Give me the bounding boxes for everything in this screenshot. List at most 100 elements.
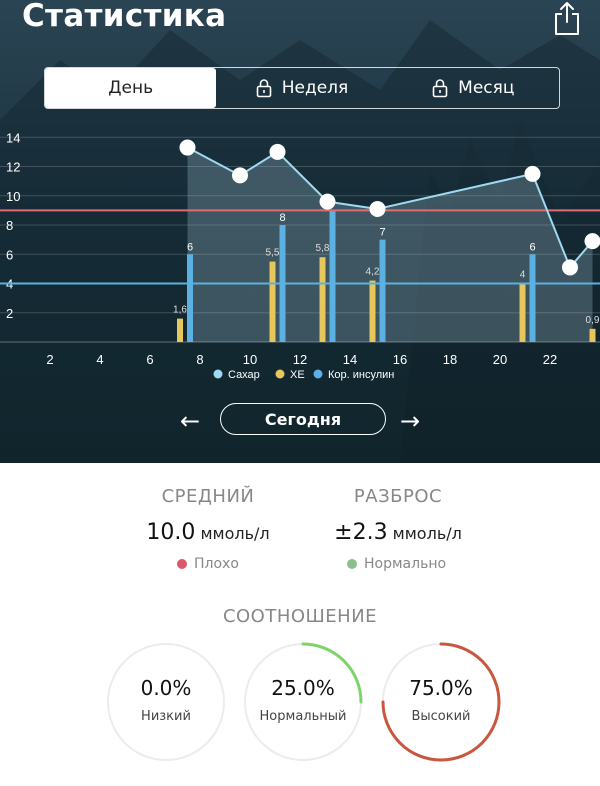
xe-bar <box>519 283 526 342</box>
insulin-bar-label: 8 <box>279 212 285 224</box>
x-tick-label: 4 <box>96 352 103 367</box>
x-tick-label: 2 <box>46 352 53 367</box>
ratio-high-label: Высокий <box>411 709 471 724</box>
share-icon <box>555 2 579 35</box>
sugar-point <box>584 233 600 250</box>
tab-week[interactable]: Неделя <box>216 68 387 108</box>
y-tick-label: 2 <box>6 306 13 321</box>
insulin-bar <box>379 239 386 342</box>
x-tick-label: 10 <box>243 352 257 367</box>
legend-marker <box>275 369 285 379</box>
spread-number: ±2.3 <box>334 520 388 545</box>
today-button[interactable]: Сегодня <box>220 403 386 435</box>
x-tick-label: 8 <box>196 352 203 367</box>
spread-label: РАЗБРОС <box>353 486 443 507</box>
ratio-ring-normal: 25.0% Нормальный <box>241 640 365 764</box>
y-tick-label: 8 <box>6 218 13 233</box>
legend-marker <box>313 369 323 379</box>
xe-bar <box>269 261 276 342</box>
sugar-point <box>269 143 286 160</box>
page-title: Статистика <box>22 0 227 34</box>
xe-bar <box>369 280 376 342</box>
y-tick-label: 12 <box>6 160 20 175</box>
ratio-title: СООТНОШЕНИЕ <box>222 606 378 627</box>
insulin-bar-label: 7 <box>379 227 385 239</box>
y-tick-label: 14 <box>6 130 20 145</box>
average-value: 10.0 ммоль/л <box>118 520 298 545</box>
spread-value: ±2.3 ммоль/л <box>308 520 488 545</box>
spread-status: Нормально <box>347 556 446 572</box>
tab-week-label: Неделя <box>281 78 349 98</box>
ring-chart <box>244 642 363 761</box>
today-label: Сегодня <box>264 409 342 429</box>
lock-icon <box>432 79 448 98</box>
ratio-normal-percent: 25.0% <box>271 676 335 700</box>
insulin-bar <box>529 254 536 342</box>
ring-track <box>107 643 225 761</box>
legend-label: ХЕ <box>290 369 305 381</box>
sugar-point <box>319 193 336 210</box>
average-status: Плохо <box>177 556 239 572</box>
insulin-bar-label: 6 <box>187 241 193 253</box>
period-tabs: День Неделя Месяц <box>44 67 560 109</box>
tab-month-label: Месяц <box>458 78 515 98</box>
ring-chart <box>381 642 501 762</box>
insulin-bar <box>187 254 193 342</box>
date-navigation: ← Сегодня → <box>0 403 600 437</box>
xe-bar <box>589 328 596 342</box>
ratio-high-percent: 75.0% <box>409 676 473 700</box>
sugar-point <box>232 167 248 184</box>
ring-chart <box>107 643 225 761</box>
ratio-low-label: Низкий <box>141 709 191 724</box>
sugar-point <box>369 200 386 217</box>
insulin-bar-label: 6 <box>529 241 535 253</box>
tab-day[interactable]: День <box>45 68 217 108</box>
average-status-text: Плохо <box>194 556 239 572</box>
day-chart: 2 4 6 8 10 12 14 2 4 6 8 10 12 14 16 18 20 22 6 8 7 6 1,6 5,5 5,… <box>0 130 600 381</box>
prev-day-arrow-icon[interactable]: ← <box>180 407 201 435</box>
ratio-ring-low: 0.0% Низкий <box>104 640 228 764</box>
xe-bar-label: 4,2 <box>366 267 380 278</box>
legend-label: Кор. инсулин <box>328 369 394 381</box>
mountain-background <box>0 20 600 463</box>
ratio-normal-label: Нормальный <box>259 709 347 724</box>
xe-bar-label: 5,5 <box>266 248 280 259</box>
x-tick-label: 12 <box>293 352 307 367</box>
tab-month[interactable]: Месяц <box>388 68 559 108</box>
legend-marker <box>213 369 223 379</box>
xe-bar-label: 5,8 <box>316 243 330 254</box>
sugar-point <box>524 165 541 182</box>
x-tick-label: 14 <box>343 352 357 367</box>
xe-bar <box>319 257 326 342</box>
ring-progress <box>301 642 363 704</box>
header-background <box>0 0 600 463</box>
average-unit: ммоль/л <box>200 524 270 543</box>
x-tick-label: 16 <box>393 352 407 367</box>
insulin-bar <box>329 210 336 342</box>
xe-bar-label: 0,9 <box>586 315 600 326</box>
y-tick-label: 6 <box>6 247 13 262</box>
x-tick-label: 22 <box>543 352 557 367</box>
legend-label: Сахар <box>228 369 260 381</box>
xe-bar-label: 1,6 <box>173 305 187 316</box>
x-tick-label: 20 <box>493 352 507 367</box>
ring-progress <box>381 642 501 762</box>
share-button[interactable] <box>552 0 582 36</box>
xe-bar-label: 4 <box>520 270 526 281</box>
average-label: СРЕДНИЙ <box>161 486 255 507</box>
lock-icon <box>256 79 272 98</box>
sugar-area <box>187 147 593 342</box>
sugar-point <box>179 139 196 156</box>
y-tick-label: 10 <box>6 189 20 204</box>
bad-status-dot <box>177 559 187 569</box>
tab-day-label: День <box>108 78 154 98</box>
next-day-arrow-icon[interactable]: → <box>400 407 421 435</box>
normal-status-dot <box>347 559 357 569</box>
average-number: 10.0 <box>146 520 196 545</box>
x-tick-label: 6 <box>146 352 153 367</box>
spread-status-text: Нормально <box>364 556 447 572</box>
spread-unit: ммоль/л <box>392 524 462 543</box>
ratio-ring-high: 75.0% Высокий <box>379 640 503 764</box>
xe-bar <box>177 318 183 342</box>
ratio-low-percent: 0.0% <box>140 676 192 700</box>
